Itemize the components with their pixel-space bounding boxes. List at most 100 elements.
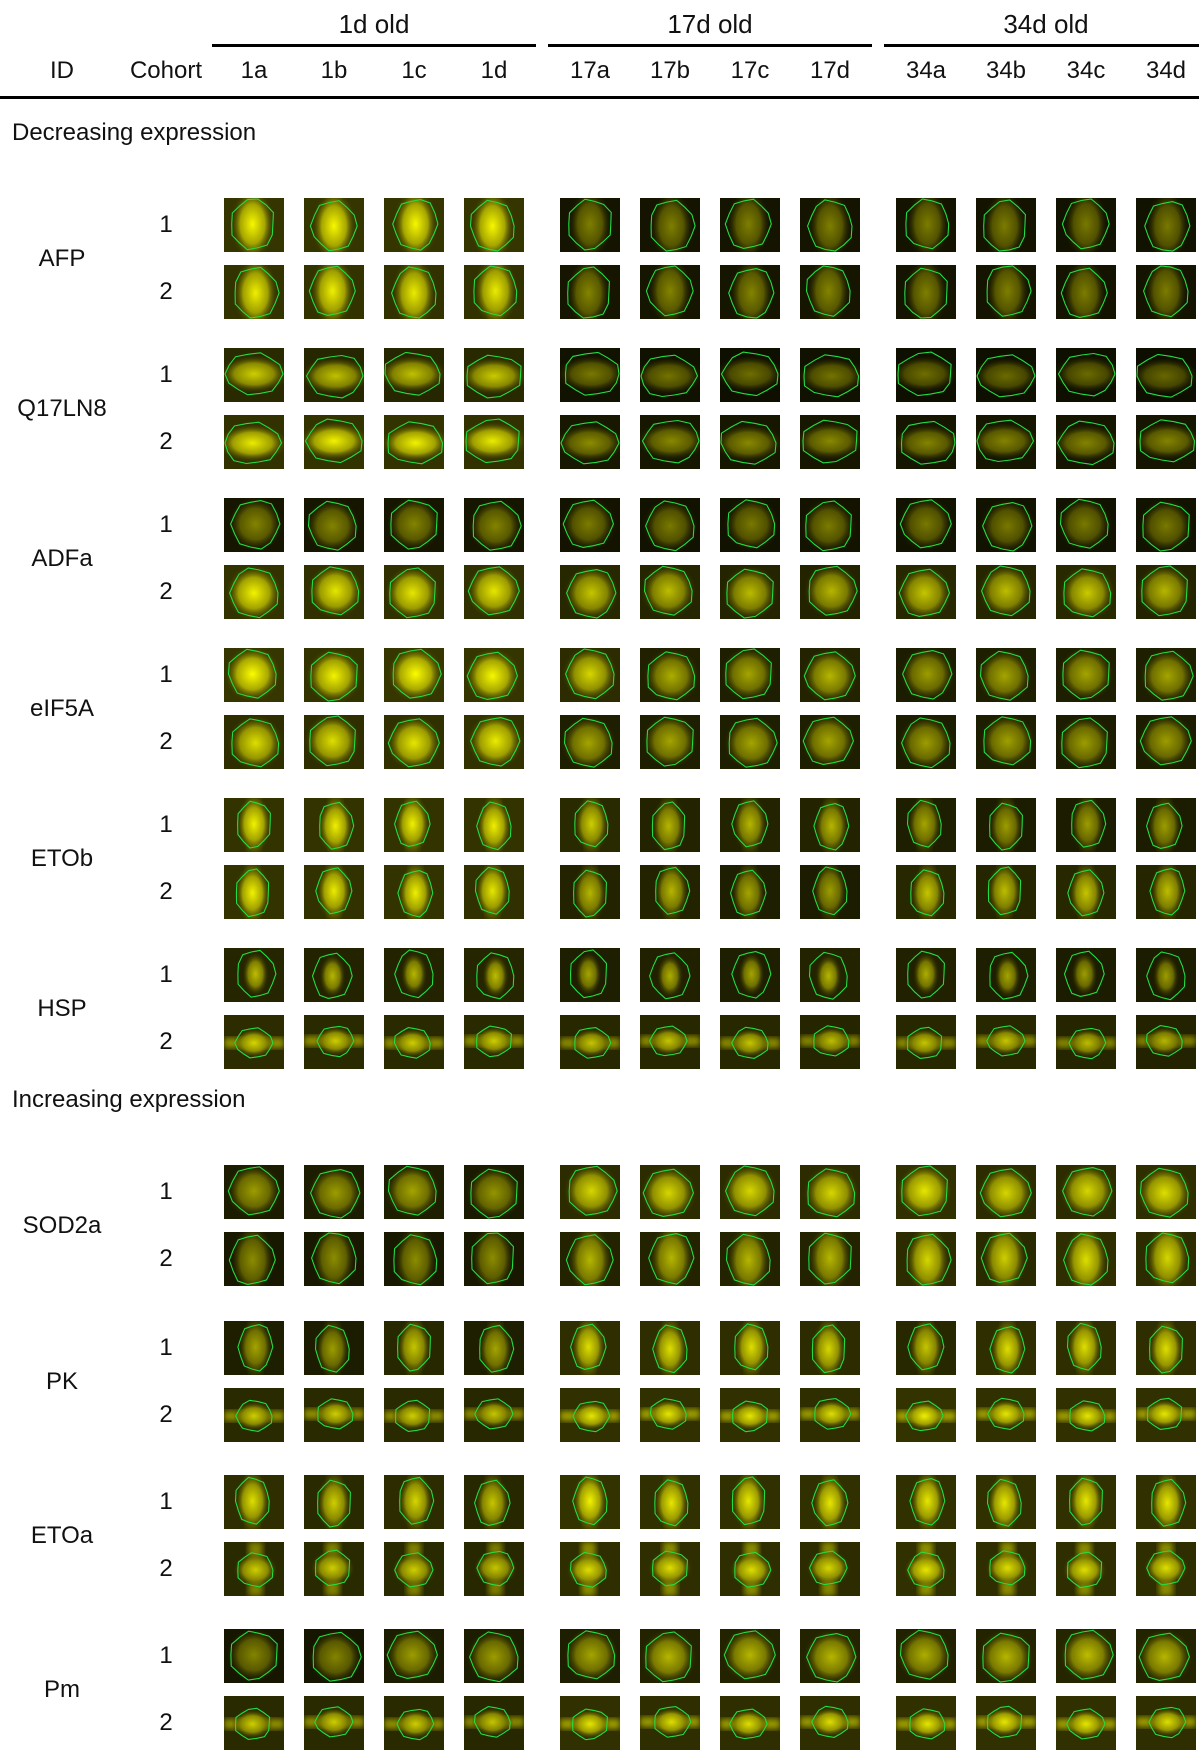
protein-spot (560, 798, 620, 852)
cohort-number: 2 (159, 728, 173, 755)
protein-spot (640, 1232, 700, 1286)
protein-spot (976, 648, 1036, 702)
gene-id-label: ETOa (30, 1521, 94, 1549)
protein-spot (800, 865, 860, 919)
protein-spot (800, 1475, 860, 1529)
protein-spot (1136, 715, 1196, 769)
protein-spot (384, 1165, 444, 1219)
protein-spot (1136, 1232, 1196, 1286)
protein-spot (464, 565, 524, 619)
protein-spot (384, 1696, 444, 1750)
protein-spot (640, 948, 700, 1002)
protein-spot (1056, 648, 1116, 702)
protein-spot (304, 348, 364, 402)
protein-spot (384, 565, 444, 619)
protein-spot (1136, 1388, 1196, 1442)
protein-spot (304, 1388, 364, 1442)
gene-id-label: SOD2a (22, 1211, 102, 1239)
protein-spot (1136, 265, 1196, 319)
protein-spot (800, 1015, 860, 1069)
protein-spot (976, 1165, 1036, 1219)
protein-spot (304, 415, 364, 469)
protein-spot (224, 198, 284, 252)
protein-spot (896, 948, 956, 1002)
protein-spot (896, 648, 956, 702)
protein-spot (384, 198, 444, 252)
protein-spot (976, 1388, 1036, 1442)
protein-spot (464, 1321, 524, 1375)
protein-spot (384, 1629, 444, 1683)
protein-spot (224, 1696, 284, 1750)
protein-spot (304, 1321, 364, 1375)
protein-spot (464, 415, 524, 469)
protein-spot (1136, 1015, 1196, 1069)
protein-spot (640, 565, 700, 619)
protein-spot (976, 948, 1036, 1002)
protein-spot (896, 1015, 956, 1069)
sample-column-header: 1d (480, 57, 508, 84)
cohort-number: 1 (159, 661, 173, 688)
protein-spot (896, 1542, 956, 1596)
protein-spot (560, 1015, 620, 1069)
protein-spot (304, 565, 364, 619)
protein-spot (896, 865, 956, 919)
protein-spot (464, 648, 524, 702)
protein-spot (560, 565, 620, 619)
protein-spot (384, 948, 444, 1002)
cohort-number: 2 (159, 428, 173, 455)
protein-spot (304, 1696, 364, 1750)
protein-spot (464, 1696, 524, 1750)
cohort-number: 2 (159, 278, 173, 305)
protein-spot (640, 865, 700, 919)
protein-spot (896, 1165, 956, 1219)
protein-spot (976, 715, 1036, 769)
protein-spot (800, 648, 860, 702)
section-title: Increasing expression (12, 1086, 246, 1113)
protein-spot (1136, 1475, 1196, 1529)
protein-spot (224, 1015, 284, 1069)
protein-spot (800, 798, 860, 852)
protein-spot (464, 1475, 524, 1529)
protein-spot (640, 265, 700, 319)
protein-spot (384, 1015, 444, 1069)
protein-spot (976, 865, 1036, 919)
protein-spot (896, 415, 956, 469)
sample-column-header: 17d (809, 57, 851, 84)
protein-spot (224, 1165, 284, 1219)
protein-spot (560, 1321, 620, 1375)
protein-spot (896, 1232, 956, 1286)
protein-spot (1136, 948, 1196, 1002)
protein-spot (560, 1696, 620, 1750)
protein-spot (304, 865, 364, 919)
protein-spot (720, 715, 780, 769)
protein-spot (464, 348, 524, 402)
cohort-column-header: Cohort (129, 57, 203, 84)
protein-spot (464, 715, 524, 769)
protein-spot (224, 1388, 284, 1442)
protein-spot (560, 198, 620, 252)
protein-spot (720, 1629, 780, 1683)
protein-spot (1056, 1321, 1116, 1375)
protein-spot (640, 1165, 700, 1219)
protein-spot (720, 198, 780, 252)
protein-spot (560, 865, 620, 919)
protein-spot (640, 348, 700, 402)
protein-spot (720, 348, 780, 402)
protein-spot (720, 648, 780, 702)
cohort-number: 2 (159, 1555, 173, 1582)
protein-spot (224, 265, 284, 319)
sample-column-header: 34d (1145, 57, 1187, 84)
age-group-underline (884, 44, 1199, 47)
protein-spot (720, 265, 780, 319)
protein-spot (896, 1321, 956, 1375)
protein-spot (640, 648, 700, 702)
age-group-underline (212, 44, 536, 47)
age-group-label: 34d old (1003, 9, 1089, 39)
protein-spot (224, 1321, 284, 1375)
protein-spot (1056, 1165, 1116, 1219)
protein-spot (1136, 348, 1196, 402)
cohort-number: 1 (159, 511, 173, 538)
protein-spot (1056, 565, 1116, 619)
protein-spot (560, 1388, 620, 1442)
protein-spot (976, 415, 1036, 469)
